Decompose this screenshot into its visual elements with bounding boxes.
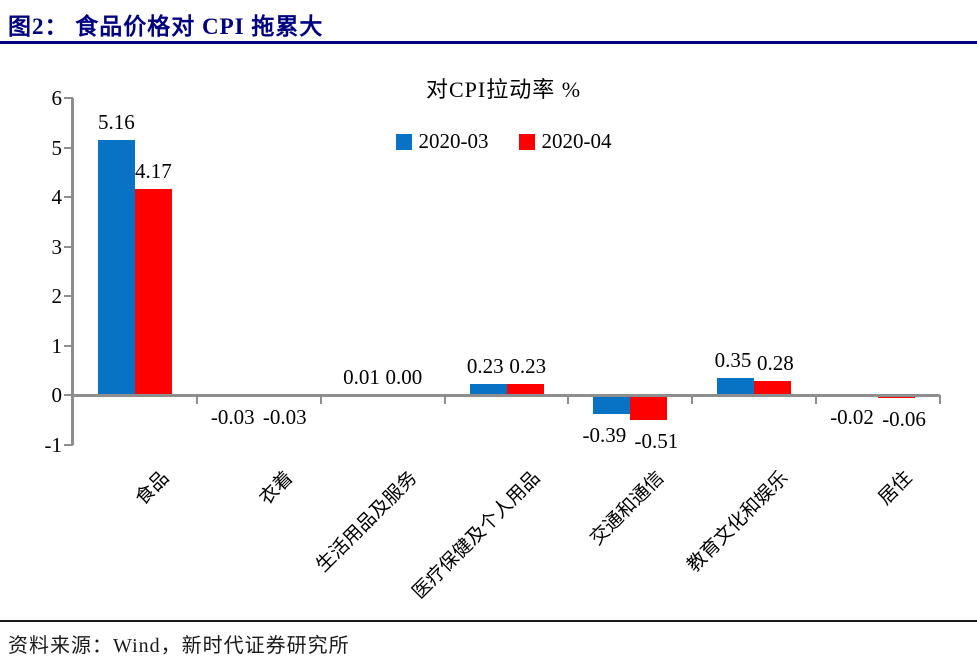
chart-legend: 2020-03 2020-04	[30, 129, 977, 154]
legend-label-2020-04: 2020-04	[541, 129, 612, 153]
title-divider	[0, 41, 977, 44]
source-note: 资料来源：Wind，新时代证券研究所	[8, 635, 350, 657]
x-tick-6	[815, 395, 818, 404]
y-tick-3	[64, 245, 73, 248]
bar-label-s2-c3: 0.00	[385, 365, 423, 389]
x-label-cat6: 教育文化和娱乐	[683, 467, 793, 577]
y-tick-label-3: 3	[51, 234, 63, 259]
bar-label-s2-c6: 0.28	[757, 351, 794, 376]
x-label-cat3: 生活用品及服务	[312, 467, 422, 577]
bar-s1-c5	[593, 395, 631, 415]
figure-title: 图2： 食品价格对 CPI 拖累大	[8, 14, 324, 39]
legend-label-2020-03: 2020-03	[418, 129, 489, 153]
legend-swatch-2020-04	[518, 133, 535, 150]
bar-s1-c4	[469, 383, 507, 395]
bar-s2-c4	[506, 383, 544, 395]
bar-label-s1-c1: 5.16	[98, 109, 135, 134]
x-tick-1	[195, 395, 198, 404]
legend-item-2020-04: 2020-04	[518, 129, 612, 154]
bar-s2-c6	[754, 381, 792, 395]
bar-s2-c5	[630, 395, 668, 421]
y-tick-label--1: -1	[44, 432, 63, 457]
bar-label-s2-c1: 4.17	[135, 158, 172, 183]
bar-label-s1-c2: -0.03	[210, 405, 255, 430]
bar-label-s1-c3: 0.01	[343, 364, 380, 389]
y-tick-label-2: 2	[51, 284, 63, 308]
x-label-cat2: 衣着	[255, 467, 298, 510]
bar-label-s2-c4: 0.23	[509, 353, 547, 378]
y-axis	[71, 98, 74, 445]
x-tick-7	[939, 395, 941, 404]
x-tick-5	[691, 395, 694, 404]
y-tick-label-1: 1	[51, 333, 63, 358]
y-tick-4	[64, 196, 73, 198]
footer-divider	[0, 620, 977, 622]
chart-title: 对CPI拉动率 %	[425, 77, 582, 102]
bar-label-s2-c7: -0.06	[882, 406, 926, 431]
bar-s1-c1	[97, 139, 135, 395]
x-tick-2	[319, 395, 322, 404]
bar-s1-c6	[717, 377, 755, 395]
x-tick-3	[443, 395, 446, 404]
y-tick--1	[64, 443, 73, 446]
y-tick-label-6: 6	[51, 86, 63, 110]
x-axis	[71, 394, 940, 397]
bar-label-s1-c7: -0.02	[830, 404, 874, 429]
bar-label-s1-c4: 0.23	[466, 353, 504, 378]
y-tick-label-0: 0	[51, 383, 63, 407]
x-label-cat5: 交通和通信	[586, 467, 669, 550]
y-tick-6	[64, 97, 73, 99]
legend-item-2020-03: 2020-03	[395, 129, 489, 154]
x-label-cat1: 食品	[131, 467, 174, 510]
bar-s2-c1	[134, 188, 172, 395]
legend-swatch-2020-03	[395, 133, 412, 150]
bar-label-s1-c5: -0.39	[582, 423, 627, 448]
bar-label-s2-c2: -0.03	[262, 405, 307, 430]
y-tick-0	[64, 394, 73, 396]
x-label-cat7: 居住	[874, 467, 917, 510]
y-tick-1	[64, 344, 73, 347]
y-tick-label-4: 4	[51, 185, 63, 209]
x-tick-4	[567, 395, 570, 404]
bar-label-s1-c6: 0.35	[714, 347, 752, 372]
x-label-cat4: 医疗保健及个人用品	[409, 467, 545, 604]
y-tick-2	[64, 295, 73, 297]
bar-label-s2-c5: -0.51	[634, 429, 679, 454]
y-tick-label-5: 5	[51, 135, 63, 160]
y-tick-5	[64, 146, 73, 149]
